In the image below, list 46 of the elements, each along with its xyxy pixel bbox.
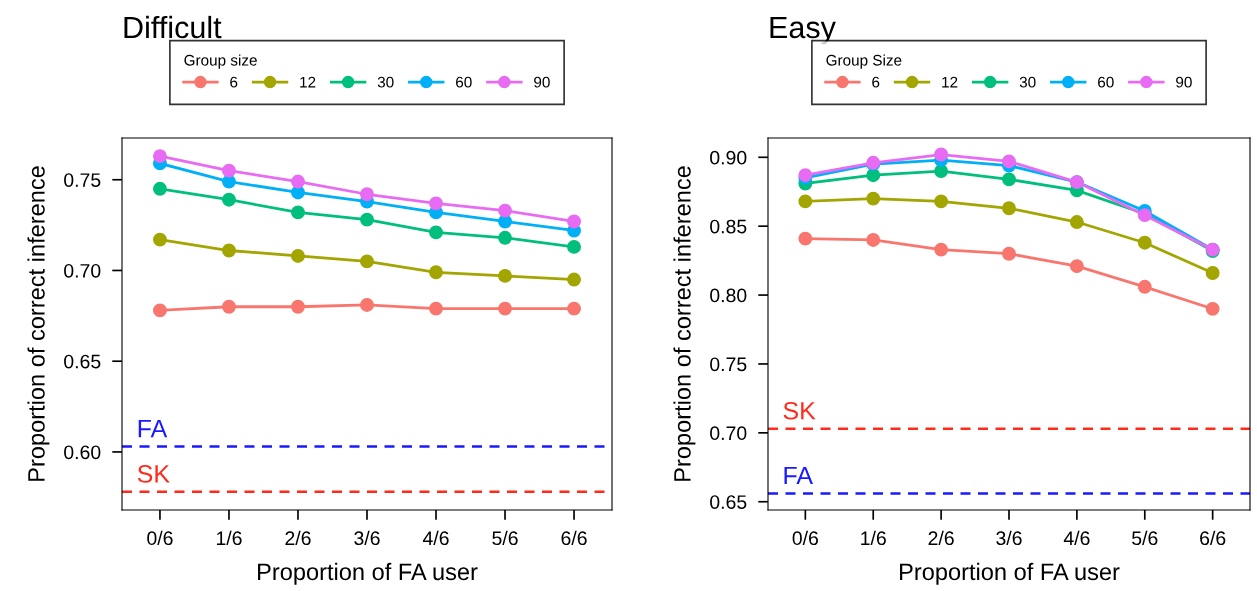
ref-line-label: FA bbox=[138, 419, 168, 438]
y-tick-label: 0.75 bbox=[710, 357, 747, 372]
y-tick-label: 0.65 bbox=[710, 495, 747, 509]
legend-label: 12 bbox=[942, 76, 958, 88]
legend-label: 90 bbox=[1176, 76, 1192, 88]
x-axis-title: Proportion of FA user bbox=[258, 562, 478, 585]
legend-label: 60 bbox=[456, 76, 472, 88]
ref-line-label: SK bbox=[783, 401, 816, 420]
x-tick-label: 3/6 bbox=[354, 530, 380, 546]
x-tick-label: 2/6 bbox=[928, 530, 954, 546]
legend-label: 6 bbox=[872, 76, 880, 88]
y-tick-label: 0.60 bbox=[64, 445, 101, 460]
x-tick-label: 5/6 bbox=[1132, 530, 1158, 546]
legend-label: 30 bbox=[377, 76, 394, 88]
x-tick-label: 2/6 bbox=[285, 530, 311, 546]
x-tick-label: 5/6 bbox=[492, 530, 518, 546]
legend-label: 6 bbox=[230, 76, 238, 88]
legend-title: Group Size bbox=[826, 54, 902, 69]
y-tick-label: 0.65 bbox=[64, 354, 101, 369]
x-axis-title: Proportion of FA user bbox=[900, 562, 1120, 585]
x-tick-label: 3/6 bbox=[996, 530, 1022, 546]
chart-title: Easy bbox=[770, 16, 836, 45]
x-tick-label: 0/6 bbox=[147, 530, 173, 546]
ref-line-label: FA bbox=[784, 466, 813, 485]
x-tick-label: 6/6 bbox=[561, 530, 587, 546]
x-tick-label: 1/6 bbox=[216, 530, 242, 546]
legend-label: 12 bbox=[300, 76, 316, 88]
x-tick-label: 4/6 bbox=[1063, 530, 1090, 546]
x-tick-label: 0/6 bbox=[792, 530, 818, 546]
y-axis-title: Proportion of correct inference bbox=[27, 166, 50, 481]
y-tick-label: 0.75 bbox=[64, 173, 101, 187]
y-axis-title: Proportion of correct inference bbox=[673, 166, 696, 481]
x-tick-label: 6/6 bbox=[1200, 530, 1226, 546]
y-tick-label: 0.85 bbox=[710, 219, 747, 234]
y-tick-label: 0.70 bbox=[710, 426, 747, 441]
y-tick-label: 0.80 bbox=[710, 288, 747, 303]
ref-line-label: SK bbox=[137, 465, 170, 483]
x-tick-label: 4/6 bbox=[422, 530, 449, 546]
legend-label: 60 bbox=[1098, 76, 1114, 88]
chart-title: Difficult bbox=[124, 15, 222, 39]
y-tick-label: 0.70 bbox=[64, 263, 101, 278]
legend-title: Group size bbox=[184, 54, 257, 69]
x-tick-label: 1/6 bbox=[861, 530, 886, 546]
y-tick-label: 0.90 bbox=[710, 150, 747, 165]
legend-label: 30 bbox=[1019, 76, 1036, 88]
legend-label: 90 bbox=[534, 76, 550, 88]
